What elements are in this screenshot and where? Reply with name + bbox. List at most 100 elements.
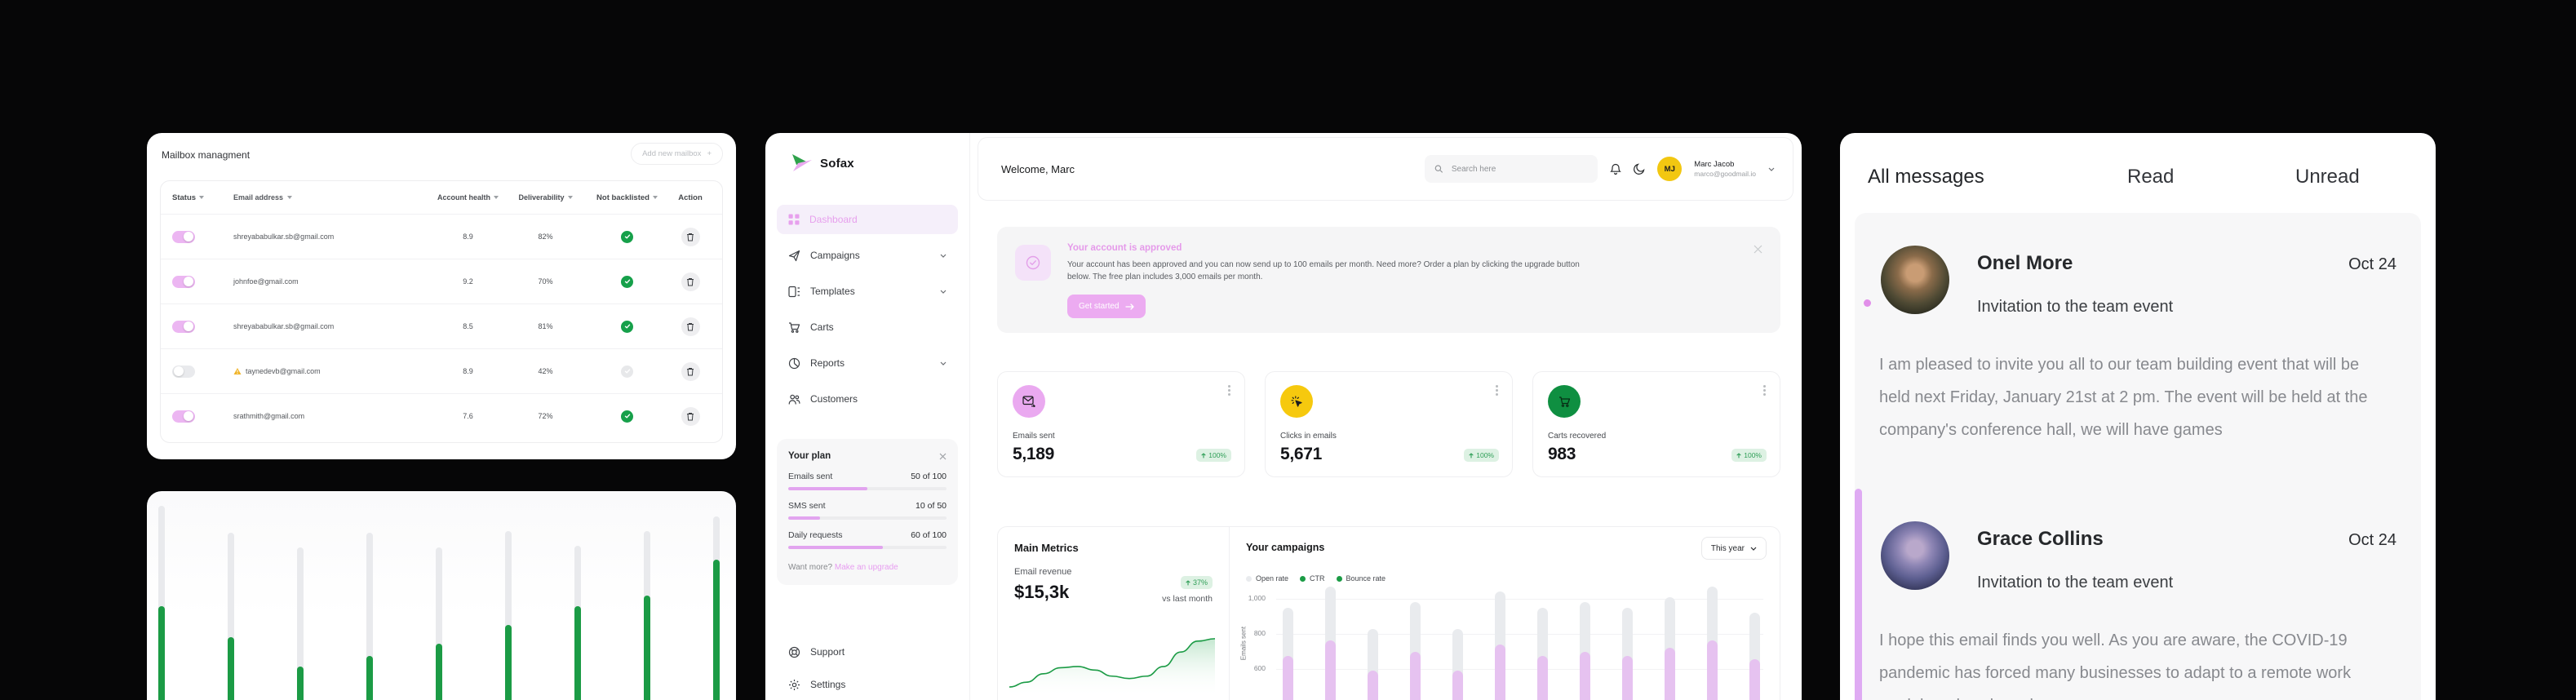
main-metrics-title: Main Metrics (1014, 542, 1079, 554)
sidebar-item-reports[interactable]: Reports (777, 348, 958, 378)
stat-value: 5,189 (1013, 445, 1055, 463)
user-email: marco@goodmail.io (1694, 169, 1756, 178)
health-bar-track (158, 505, 165, 700)
status-toggle[interactable] (172, 230, 195, 243)
message-date: Oct 24 (2348, 531, 2396, 549)
users-icon (788, 394, 800, 405)
campaigns-bar-chart (1276, 586, 1763, 700)
stat-card-carts: Carts recovered 983 100% (1532, 371, 1780, 477)
sidebar-item-label: Customers (810, 393, 858, 405)
check-circle-icon (621, 320, 633, 333)
kebab-menu-icon[interactable] (1228, 385, 1230, 388)
sidebar-item-label: Carts (810, 321, 834, 333)
sidebar-item-label: Reports (810, 357, 845, 369)
mailbox-table: Status Email address Account health Deli… (160, 180, 723, 443)
stat-card-emails-sent: Emails sent 5,189 100% (997, 371, 1245, 477)
sidebar-item-support[interactable]: Support (777, 637, 958, 667)
sidebar-item-templates[interactable]: Templates (777, 277, 958, 306)
avatar[interactable]: MJ (1657, 157, 1683, 181)
close-icon[interactable] (939, 453, 947, 460)
dashboard-main: Welcome, Marc MJ Marc Jacob marco@goodma… (969, 133, 1802, 700)
health-bar-fill (644, 596, 650, 700)
search-icon (1434, 165, 1443, 173)
legend-label: Open rate (1256, 574, 1289, 583)
add-new-mailbox-button[interactable]: Add new mailbox + (631, 143, 723, 165)
tab-unread[interactable]: Unread (2295, 166, 2360, 188)
campaign-bar-ctr (1579, 651, 1590, 700)
tab-read[interactable]: Read (2127, 166, 2175, 188)
sidebar-item-customers[interactable]: Customers (777, 384, 958, 414)
mailbox-panel-title: Mailbox managment (162, 149, 251, 161)
selection-accent-bar (1855, 489, 1862, 700)
email-revenue-label: Email revenue (1014, 567, 1072, 577)
delete-mailbox-button[interactable] (681, 361, 700, 381)
year-range-select[interactable]: This year (1700, 537, 1767, 560)
legend-dot (1246, 575, 1252, 582)
add-new-mailbox-label: Add new mailbox (642, 149, 702, 158)
sidebar-item-carts[interactable]: Carts (777, 312, 958, 342)
delete-mailbox-button[interactable] (681, 406, 700, 426)
click-icon (1280, 385, 1313, 418)
grid-icon (788, 214, 800, 225)
legend-item: Bounce rate (1336, 574, 1386, 583)
stat-delta-badge: 100% (1731, 449, 1767, 462)
health-bar-track (366, 533, 373, 700)
legend-label: CTR (1310, 574, 1325, 583)
kebab-menu-icon[interactable] (1496, 385, 1498, 388)
status-toggle[interactable] (172, 410, 195, 423)
message-list: Onel More Oct 24 Invitation to the team … (1855, 213, 2421, 700)
column-header-action: Action (678, 193, 703, 202)
table-row: srathmith@gmail.com 7.6 72% (161, 393, 722, 438)
gridline (1276, 634, 1763, 635)
delete-mailbox-button[interactable] (681, 317, 700, 336)
sidebar-item-campaigns[interactable]: Campaigns (777, 241, 958, 270)
column-header-status[interactable]: Status (172, 193, 233, 202)
legend-label: Bounce rate (1346, 574, 1386, 583)
tab-all-messages[interactable]: All messages (1868, 166, 1984, 188)
status-toggle[interactable] (172, 365, 195, 378)
column-header-health[interactable]: Account health (429, 193, 507, 202)
message-preview: I am pleased to invite you all to our te… (1879, 356, 2368, 439)
chart-legend: Open rate CTR Bounce rate (1246, 574, 1386, 583)
campaign-bar-ctr (1706, 640, 1718, 700)
campaign-bar-ctr (1324, 640, 1336, 700)
plus-icon: + (707, 149, 712, 158)
delete-mailbox-button[interactable] (681, 272, 700, 291)
health-bar-track (505, 530, 512, 700)
stat-card-clicks: Clicks in emails 5,671 100% (1265, 371, 1513, 477)
bell-icon[interactable] (1610, 163, 1622, 175)
sidebar-item-dashboard[interactable]: Dashboard (777, 205, 958, 234)
column-header-email[interactable]: Email address (233, 193, 429, 202)
make-upgrade-link[interactable]: Make an upgrade (834, 563, 898, 572)
gear-icon (789, 679, 800, 690)
sidebar-item-settings[interactable]: Settings (777, 670, 958, 699)
campaign-bar-ctr (1282, 655, 1293, 700)
message-subject: Invitation to the team event (1977, 574, 2174, 591)
campaign-bar-ctr (1536, 655, 1548, 700)
search-input[interactable] (1449, 163, 1589, 175)
progress-bar (788, 516, 947, 520)
banner-close-icon[interactable] (1754, 245, 1762, 254)
user-info[interactable]: Marc Jacob marco@goodmail.io (1694, 160, 1756, 179)
email-address: johnfoe@gmail.com (233, 277, 299, 286)
health-bar-fill (505, 624, 512, 700)
account-health-value: 8.9 (463, 367, 473, 375)
status-toggle[interactable] (172, 320, 195, 333)
chevron-down-icon[interactable] (1768, 167, 1775, 171)
message-preview: I hope this email finds you well. As you… (1879, 631, 2352, 700)
check-circle-icon (621, 410, 633, 423)
campaign-bar-ctr (1664, 648, 1675, 700)
check-circle-icon (621, 365, 633, 378)
status-toggle[interactable] (172, 275, 195, 288)
plan-footer-text: Want more? (788, 563, 833, 572)
get-started-button[interactable]: Get started (1067, 295, 1146, 318)
kebab-menu-icon[interactable] (1763, 385, 1766, 388)
delete-mailbox-button[interactable] (681, 227, 700, 246)
moon-icon[interactable] (1634, 163, 1645, 175)
avatar (1881, 521, 1949, 590)
arrow-up-icon (1469, 452, 1474, 459)
plan-usage-value: 60 of 100 (911, 530, 947, 540)
sofax-dashboard-panel: Sofax Dashboard Campaigns Templates (765, 133, 1802, 700)
column-header-deliverability[interactable]: Deliverability (507, 193, 584, 202)
column-header-not-backlisted[interactable]: Not backlisted (584, 193, 670, 202)
